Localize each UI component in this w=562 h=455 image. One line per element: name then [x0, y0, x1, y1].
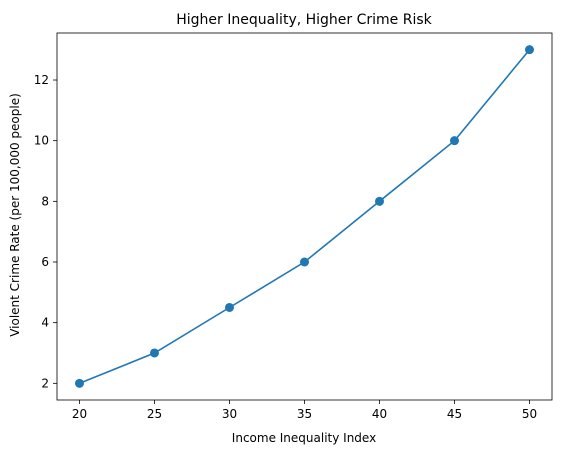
- x-tick-label: 50: [522, 407, 537, 421]
- chart-title: Higher Inequality, Higher Crime Risk: [176, 12, 432, 28]
- data-point: [300, 257, 309, 267]
- axes-frame: [56, 32, 553, 401]
- x-tick-label: 25: [147, 407, 162, 421]
- x-tick-label: 45: [447, 407, 462, 421]
- y-axis-label: Violent Crime Rate (per 100,000 people): [8, 93, 22, 337]
- plot-area: 20 25 30 35 40 45 50 2 4 6 8 10 12: [34, 32, 553, 421]
- data-point: [150, 348, 159, 358]
- y-tick-label: 2: [41, 376, 49, 390]
- data-point: [75, 378, 84, 388]
- x-tick-label: 40: [372, 407, 387, 421]
- data-point: [450, 136, 459, 146]
- data-point: [375, 196, 384, 206]
- data-point: [225, 302, 234, 312]
- x-tick-label: 30: [222, 407, 237, 421]
- y-tick-label: 4: [41, 316, 49, 330]
- x-tick-label: 35: [297, 407, 312, 421]
- y-tick-label: 12: [34, 73, 49, 87]
- y-tick-label: 6: [41, 255, 49, 269]
- x-axis-label: Income Inequality Index: [232, 431, 376, 445]
- x-tick-label: 20: [72, 407, 87, 421]
- data-point: [525, 45, 534, 55]
- y-tick-label: 10: [34, 134, 49, 148]
- series-line: [79, 49, 531, 385]
- y-tick-label: 8: [41, 194, 49, 208]
